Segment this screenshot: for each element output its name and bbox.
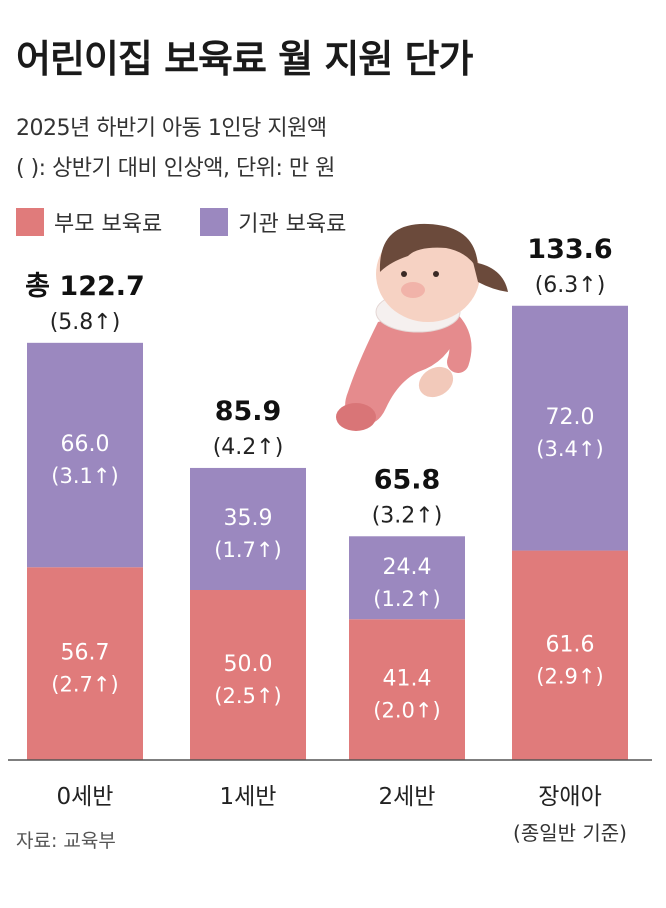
bar-parent-0 (27, 567, 143, 760)
value-label-institution-2: 24.4 (383, 555, 432, 580)
bar-institution-3 (512, 305, 628, 551)
category-label-2: 2세반 (379, 784, 436, 810)
increase-label-institution-1: (1.7↑) (214, 538, 281, 562)
increase-label-parent-3: (2.9↑) (536, 664, 603, 688)
legend-swatch-parent (16, 208, 44, 236)
category-label-1: 1세반 (220, 784, 277, 810)
value-label-parent-2: 41.4 (383, 667, 432, 692)
baby-head (376, 223, 508, 322)
value-label-parent-0: 56.7 (61, 641, 110, 666)
baby-illustration (336, 223, 508, 431)
value-label-institution-1: 35.9 (224, 506, 273, 531)
bar-parent-3 (512, 550, 628, 760)
total-label-1: 85.9 (215, 396, 282, 427)
source-note: 자료: 교육부 (16, 830, 116, 852)
bar-institution-0 (27, 342, 143, 568)
increase-label-parent-0: (2.7↑) (51, 673, 118, 697)
total-increase-label-1: (4.2↑) (213, 435, 284, 460)
total-increase-label-0: (5.8↑) (50, 310, 121, 335)
value-label-parent-3: 61.6 (546, 632, 595, 657)
category-note-3: (종일반 기준) (513, 821, 627, 845)
legend-label-parent: 부모 보육료 (54, 212, 163, 237)
bar-institution-2 (349, 536, 465, 620)
total-label-3: 133.6 (527, 234, 612, 265)
chart-title: 어린이집 보육료 월 지원 단가 (16, 37, 473, 81)
value-label-institution-0: 66.0 (61, 432, 110, 457)
value-label-parent-1: 50.0 (224, 652, 273, 677)
bar-parent-1 (190, 590, 306, 760)
increase-label-parent-2: (2.0↑) (373, 699, 440, 723)
total-increase-label-3: (6.3↑) (535, 273, 606, 298)
increase-label-institution-0: (3.1↑) (51, 464, 118, 488)
total-label-0: 총 122.7 (25, 271, 145, 302)
increase-label-institution-2: (1.2↑) (373, 587, 440, 611)
value-label-institution-3: 72.0 (546, 405, 595, 430)
legend: 부모 보육료 기관 보육료 (16, 206, 346, 238)
bar-parent-2 (349, 619, 465, 760)
legend-swatch-institution (200, 208, 229, 236)
increase-label-institution-3: (3.4↑) (536, 437, 603, 461)
total-increase-label-2: (3.2↑) (372, 503, 443, 528)
legend-label-institution: 기관 보육료 (238, 212, 347, 237)
category-label-0: 0세반 (57, 784, 114, 810)
chart-unit-note: ( ): 상반기 대비 인상액, 단위: 만 원 (16, 156, 335, 181)
category-label-3: 장애아 (538, 784, 601, 810)
total-label-2: 65.8 (374, 464, 441, 495)
chart-subtitle: 2025년 하반기 아동 1인당 지원액 (16, 116, 327, 141)
bar-institution-1 (190, 467, 306, 590)
increase-label-parent-1: (2.5↑) (214, 684, 281, 708)
